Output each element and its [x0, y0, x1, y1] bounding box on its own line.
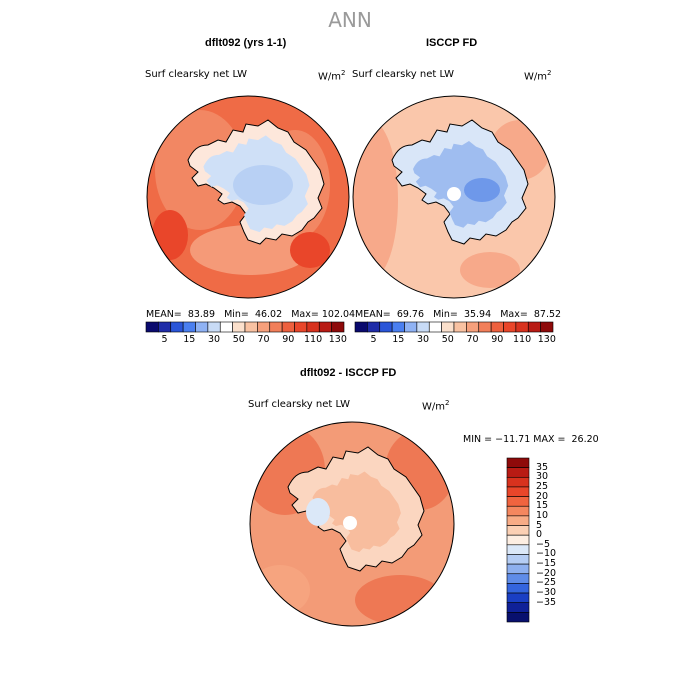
colorbar-model-swatch	[244, 321, 258, 333]
colorbar-obs-tick-label: 130	[537, 334, 556, 345]
colorbar-diff-tick-label: 30	[536, 471, 549, 483]
colorbar-obs-tick-label: 15	[392, 334, 405, 345]
colorbar-diff-swatch	[506, 496, 530, 507]
colorbar-model-tick-label: 110	[303, 334, 323, 345]
colorbar-model-tick-label: 70	[257, 334, 270, 345]
model-ocean	[147, 96, 349, 298]
colorbar-model-swatch	[207, 321, 221, 333]
colorbar-obs-swatch	[367, 321, 381, 333]
colorbar-diff-swatch	[506, 544, 530, 555]
panel-3-minmax: MIN = −11.71 MAX = 26.20	[463, 434, 599, 445]
colorbar-model-swatch	[182, 321, 196, 333]
colorbar-diff-swatch	[506, 457, 530, 468]
colorbar-diff-swatch	[506, 525, 530, 536]
colorbar-model-swatch	[219, 321, 233, 333]
colorbar-model-swatch	[195, 321, 209, 333]
colorbar-obs-tick-label: 70	[466, 334, 479, 345]
colorbar-diff-tick-label: −10	[536, 548, 557, 560]
colorbar-diff-tick-label: 20	[536, 490, 549, 502]
colorbar-model-tick-label: 90	[282, 334, 295, 345]
colorbar-diff-tick-label: −35	[536, 596, 557, 608]
colorbar-diff-swatch	[506, 592, 530, 604]
colorbar-diff-tick-label: −20	[536, 567, 557, 579]
colorbar-obs-tick-label: 110	[512, 334, 532, 345]
panel-2-units: W/m2	[524, 69, 552, 83]
colorbar-diff-swatch	[506, 476, 530, 488]
colorbar-diff-swatch	[506, 573, 530, 584]
colorbar-obs-tick-label: 90	[491, 334, 504, 345]
colorbar-model-swatch	[294, 321, 308, 333]
panel-1-stats: MEAN= 83.89 Min= 46.02 Max= 102.04	[146, 309, 356, 320]
colorbar-obs-tick-label: 5	[370, 334, 377, 345]
colorbar-model-tick-label: 130	[328, 334, 347, 345]
colorbar-diff-swatch	[506, 612, 530, 623]
colorbar-diff-swatch	[506, 602, 530, 613]
panel-1-units: W/m2	[318, 69, 346, 83]
colorbar-obs-tick-label: 50	[441, 334, 454, 345]
panel-2-stats: MEAN= 69.76 Min= 35.94 Max= 87.52	[355, 309, 562, 320]
colorbar-diff-swatch	[506, 486, 530, 497]
colorbar-model-tick-label: 50	[232, 334, 245, 345]
colorbar-diff-tick-label: −15	[536, 558, 557, 570]
colorbar-diff-swatch	[506, 563, 530, 575]
colorbar-obs-swatch	[416, 321, 430, 333]
colorbar-model-swatch	[331, 321, 345, 333]
colorbar-diff-tick-label: −25	[536, 577, 557, 589]
colorbar-diff-tick-label: 0	[536, 529, 543, 541]
panel-1-variable: Surf clearsky net LW	[145, 69, 248, 80]
colorbar-diff-tick-label: 25	[536, 480, 549, 492]
colorbar-obs-swatch	[354, 321, 368, 333]
panel-2-title: ISCCP FD	[426, 37, 478, 49]
colorbar-obs-swatch	[453, 321, 467, 333]
colorbar-diff-swatch	[506, 467, 530, 478]
panel-3-title: dflt092 - ISCCP FD	[300, 367, 397, 379]
colorbar-obs-swatch	[428, 321, 442, 333]
colorbar-model-tick-label: 30	[208, 334, 221, 345]
colorbar-diff-swatch	[506, 583, 530, 594]
colorbar-obs-swatch	[441, 321, 455, 333]
colorbar-model-swatch	[158, 321, 172, 333]
colorbar-model-swatch	[281, 321, 295, 333]
colorbar-model-swatch	[257, 321, 271, 333]
panel-3-variable: Surf clearsky net LW	[248, 399, 351, 410]
colorbar-diff-tick-label: −5	[536, 538, 551, 550]
colorbar-obs-swatch	[490, 321, 504, 333]
colorbar-diff-tick-label: 15	[536, 500, 549, 512]
colorbar-diff-swatch	[506, 554, 530, 565]
colorbar-diff-swatch	[506, 505, 530, 517]
obs-ocean	[353, 96, 555, 298]
figure-title: ANN	[328, 8, 372, 32]
panel-2-variable: Surf clearsky net LW	[352, 69, 455, 80]
colorbar-diff-swatch	[506, 515, 530, 526]
colorbar-diff-tick-label: −30	[536, 587, 557, 599]
colorbar-diff-tick-label: 10	[536, 509, 549, 521]
colorbar-obs-swatch	[466, 321, 480, 333]
colorbar-obs-swatch	[379, 321, 393, 333]
colorbar-diff-tick-label: 5	[536, 519, 543, 531]
colorbar-obs-swatch	[515, 321, 529, 333]
panel-3-units: W/m2	[422, 399, 450, 413]
colorbar-model-tick-label: 15	[183, 334, 196, 345]
colorbar-obs-tick-label: 30	[417, 334, 430, 345]
diff-ocean	[250, 422, 454, 626]
colorbar-model-swatch	[170, 321, 184, 333]
colorbar-model-swatch	[306, 321, 320, 333]
panel-1-title: dflt092 (yrs 1-1)	[205, 37, 287, 49]
colorbar-diff-tick-label: 35	[536, 461, 549, 473]
colorbar-obs-swatch	[478, 321, 492, 333]
colorbar-obs-swatch	[404, 321, 418, 333]
colorbar-model-swatch	[269, 321, 283, 333]
colorbar-model-swatch	[318, 321, 332, 333]
colorbar-obs-swatch	[503, 321, 517, 333]
colorbar-obs-swatch	[527, 321, 541, 333]
colorbar-model-swatch	[232, 321, 246, 333]
colorbar-diff-swatch	[506, 534, 530, 546]
colorbar-obs-swatch	[540, 321, 554, 333]
colorbar-model-tick-label: 5	[161, 334, 168, 345]
colorbar-obs-swatch	[391, 321, 405, 333]
colorbar-model-swatch	[145, 321, 159, 333]
